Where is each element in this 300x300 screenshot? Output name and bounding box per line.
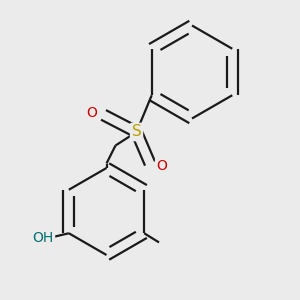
Text: S: S	[132, 124, 141, 140]
Text: O: O	[87, 106, 98, 120]
Text: O: O	[157, 159, 167, 173]
Text: OH: OH	[32, 231, 53, 244]
